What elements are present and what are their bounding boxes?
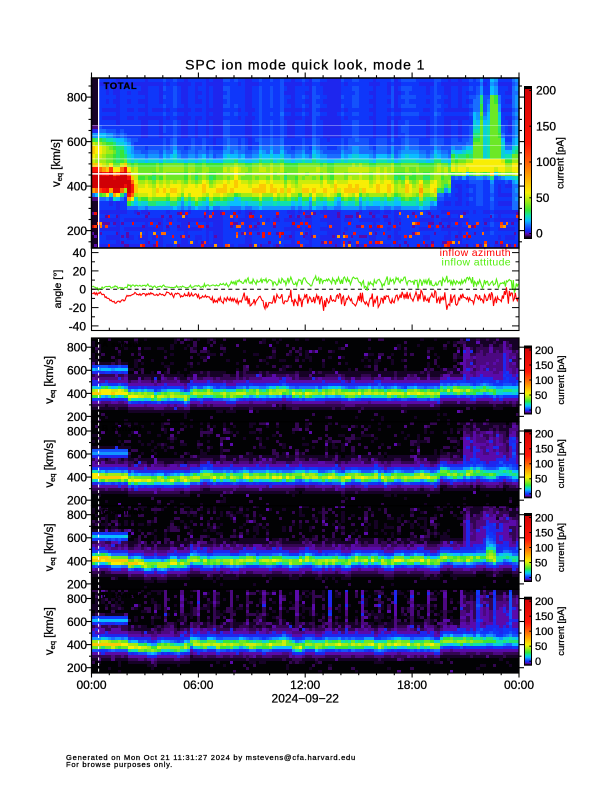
svg-text:18:00: 18:00 — [397, 678, 427, 692]
svg-text:A sensor: A sensor — [102, 339, 142, 349]
svg-text:veq [km/s]: veq [km/s] — [44, 607, 57, 655]
svg-text:400: 400 — [67, 471, 87, 485]
svg-text:100: 100 — [535, 459, 553, 471]
svg-text:50: 50 — [535, 390, 547, 402]
svg-text:40: 40 — [73, 246, 87, 260]
svg-text:200: 200 — [67, 224, 87, 238]
svg-text:200: 200 — [535, 596, 553, 608]
svg-text:800: 800 — [67, 91, 87, 105]
svg-text:inflow attitude: inflow attitude — [442, 256, 511, 268]
svg-text:50: 50 — [535, 641, 547, 653]
svg-text:150: 150 — [535, 611, 553, 623]
svg-text:B sensor: B sensor — [102, 423, 143, 433]
svg-text:0: 0 — [535, 405, 541, 417]
svg-text:100: 100 — [535, 375, 553, 387]
svg-text:150: 150 — [535, 444, 553, 456]
svg-text:00:00: 00:00 — [76, 678, 106, 692]
svg-text:600: 600 — [67, 135, 87, 149]
svg-text:800: 800 — [67, 424, 87, 438]
svg-text:200: 200 — [535, 512, 553, 524]
svg-text:12:00: 12:00 — [290, 678, 320, 692]
svg-text:800: 800 — [67, 341, 87, 355]
svg-text:800: 800 — [67, 592, 87, 606]
svg-text:800: 800 — [67, 508, 87, 522]
svg-text:veq [km/s]: veq [km/s] — [44, 356, 57, 404]
svg-text:400: 400 — [67, 638, 87, 652]
svg-text:0: 0 — [535, 572, 541, 584]
svg-text:100: 100 — [535, 626, 553, 638]
svg-text:400: 400 — [67, 554, 87, 568]
svg-text:200: 200 — [535, 429, 553, 441]
svg-text:20: 20 — [73, 264, 87, 278]
svg-text:Generated on Mon Oct 21 11:31:: Generated on Mon Oct 21 11:31:27 2024 by… — [66, 753, 356, 762]
svg-text:200: 200 — [536, 84, 556, 98]
svg-text:400: 400 — [67, 180, 87, 194]
svg-text:600: 600 — [67, 531, 87, 545]
svg-text:100: 100 — [535, 542, 553, 554]
svg-text:0: 0 — [79, 283, 86, 297]
svg-text:TOTAL: TOTAL — [104, 81, 138, 92]
svg-text:200: 200 — [67, 661, 87, 675]
svg-text:veq [km/s]: veq [km/s] — [51, 139, 64, 187]
svg-text:current [pA]: current [pA] — [556, 439, 567, 488]
svg-text:150: 150 — [536, 119, 556, 133]
svg-text:200: 200 — [67, 410, 87, 424]
svg-text:50: 50 — [536, 191, 550, 205]
svg-text:150: 150 — [535, 360, 553, 372]
svg-text:200: 200 — [535, 345, 553, 357]
svg-text:veq [km/s]: veq [km/s] — [44, 440, 57, 488]
svg-text:50: 50 — [535, 557, 547, 569]
svg-text:D sensor: D sensor — [102, 590, 143, 600]
svg-text:100: 100 — [536, 155, 556, 169]
svg-text:06:00: 06:00 — [183, 678, 213, 692]
svg-text:600: 600 — [67, 364, 87, 378]
svg-text:For browse purposes only.: For browse purposes only. — [66, 760, 173, 769]
svg-text:0: 0 — [535, 489, 541, 501]
svg-text:current [pA]: current [pA] — [556, 355, 567, 404]
svg-text:-40: -40 — [69, 319, 87, 333]
svg-text:200: 200 — [67, 577, 87, 591]
svg-text:current [pA]: current [pA] — [556, 523, 567, 572]
svg-text:C sensor: C sensor — [102, 507, 143, 517]
svg-text:00:00: 00:00 — [504, 678, 534, 692]
svg-text:current [pA]: current [pA] — [556, 137, 567, 189]
svg-text:angle [°]: angle [°] — [52, 270, 64, 309]
svg-text:0: 0 — [535, 656, 541, 668]
svg-text:600: 600 — [67, 447, 87, 461]
svg-text:-20: -20 — [69, 301, 87, 315]
svg-text:150: 150 — [535, 527, 553, 539]
svg-text:50: 50 — [535, 474, 547, 486]
svg-text:veq [km/s]: veq [km/s] — [44, 523, 57, 571]
svg-text:current [pA]: current [pA] — [556, 607, 567, 656]
svg-text:2024−09−22: 2024−09−22 — [272, 692, 340, 706]
svg-text:inflow azimuth: inflow azimuth — [440, 247, 511, 259]
svg-text:200: 200 — [67, 494, 87, 508]
svg-text:0: 0 — [536, 227, 543, 241]
svg-text:600: 600 — [67, 615, 87, 629]
svg-text:SPC ion mode quick look, mode: SPC ion mode quick look, mode 1 — [185, 57, 425, 73]
svg-text:400: 400 — [67, 387, 87, 401]
